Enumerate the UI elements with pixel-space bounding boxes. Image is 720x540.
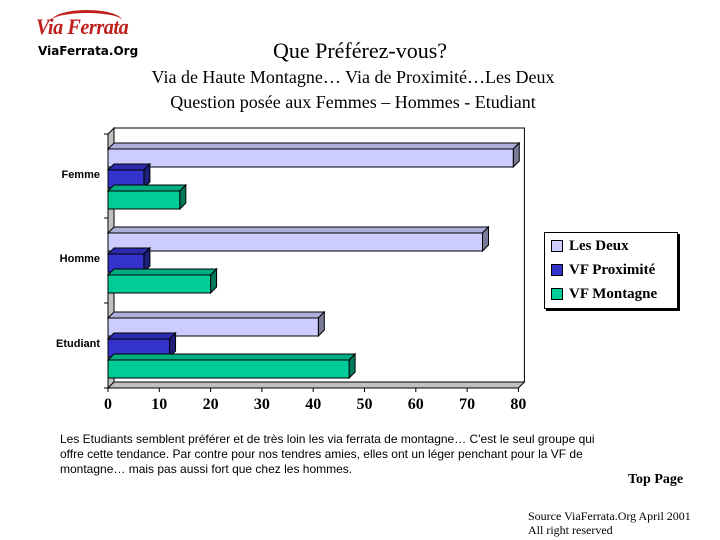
bar-top-face [106, 311, 326, 319]
x-tick-label: 40 [305, 396, 321, 413]
legend-swatch [551, 288, 563, 300]
legend-label: VF Montagne [569, 285, 658, 302]
x-tick-label: 0 [104, 396, 112, 413]
logo-arc-decoration [52, 10, 122, 31]
bar [107, 359, 350, 379]
category-label: Homme [60, 253, 100, 265]
x-tick-label: 30 [254, 396, 270, 413]
x-tick-label: 50 [357, 396, 373, 413]
legend-item: VF Montagne [551, 284, 657, 304]
legend-label: VF Proximité [569, 261, 656, 278]
chart-legend: Les Deux VF Proximité VF Montagne [544, 232, 678, 309]
bar-top-face [106, 247, 152, 255]
bar-top-face [106, 184, 188, 192]
chart-floor [106, 381, 526, 389]
legend-item: VF Proximité [551, 260, 655, 280]
plot-area-frame [113, 127, 525, 383]
page-subtitle: Via de Haute Montagne… Via de Proximité…… [151, 67, 555, 87]
analysis-comment: Les Etudiants semblent préférer et de tr… [60, 432, 595, 476]
category-label: Femme [61, 169, 100, 181]
source-line: Source ViaFerrata.Org April 2001 [528, 509, 691, 523]
x-tick-label: 70 [459, 396, 475, 413]
logo-wordmark: Via Ferrata [36, 14, 129, 39]
bar [107, 317, 319, 337]
page-title: Que Préférez-vous? [272, 38, 448, 63]
logo-site-name: ViaFerrata.Org [38, 44, 139, 58]
top-page-link[interactable]: Top Page [628, 472, 684, 487]
category-label: Etudiant [56, 338, 100, 350]
x-tick-label: 10 [151, 396, 167, 413]
legend-label: Les Deux [569, 237, 629, 254]
bar-top-face [106, 268, 218, 276]
bar-top-face [106, 163, 152, 171]
legend-swatch [551, 240, 563, 252]
bar-top-face [106, 353, 357, 361]
source-note: Source ViaFerrata.Org April 2001 All rig… [528, 509, 691, 537]
bar-top-face [106, 332, 177, 340]
bar [107, 232, 483, 252]
x-tick-label: 60 [408, 396, 424, 413]
x-tick-label: 20 [203, 396, 219, 413]
bar [107, 190, 181, 210]
page-question: Question posée aux Femmes – Hommes - Etu… [170, 92, 536, 112]
bar [107, 274, 212, 294]
x-tick-label: 80 [510, 396, 526, 413]
copyright-line: All right reserved [528, 523, 613, 537]
bar-top-face [106, 142, 521, 150]
legend-item: Les Deux [551, 236, 629, 256]
legend-swatch [551, 264, 563, 276]
bar [107, 148, 514, 168]
bar-top-face [106, 226, 490, 234]
